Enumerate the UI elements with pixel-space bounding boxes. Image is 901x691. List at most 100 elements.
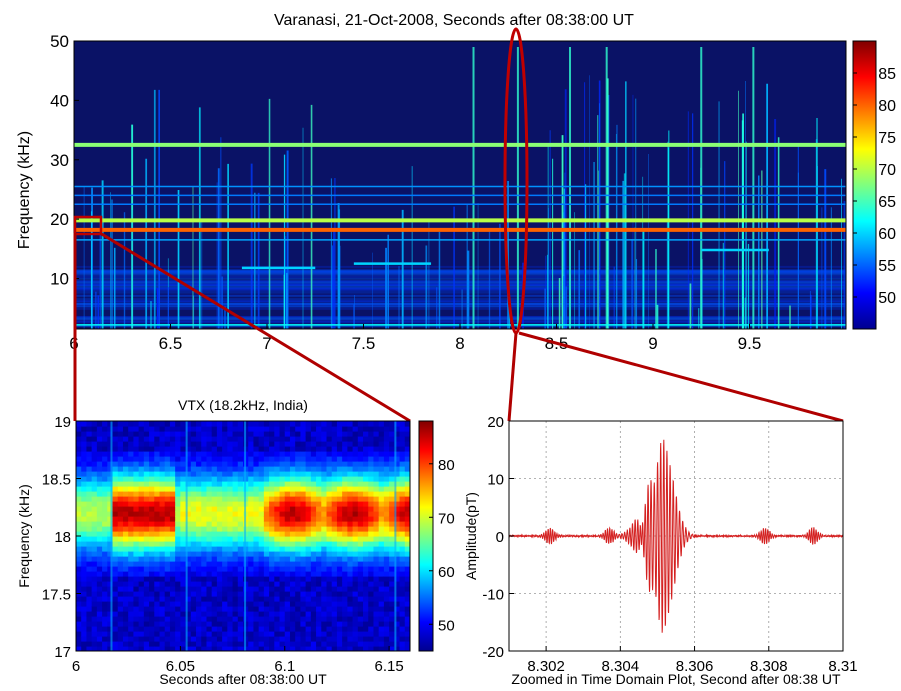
vtx-cell xyxy=(295,596,302,602)
vtx-cell xyxy=(76,546,82,552)
vtx-cell xyxy=(185,626,192,632)
vtx-cell xyxy=(190,616,197,622)
vtx-cell xyxy=(248,531,255,537)
vtx-cell xyxy=(336,526,343,532)
vtx-cell xyxy=(258,516,265,522)
vtx-cell xyxy=(81,466,88,472)
vtx-cell xyxy=(310,471,317,477)
main-title: Varanasi, 21-Oct-2008, Seconds after 08:… xyxy=(274,12,634,29)
vtx-cell xyxy=(117,551,124,557)
vtx-cell xyxy=(305,436,312,442)
vtx-cell xyxy=(76,646,82,651)
vtx-cell xyxy=(76,586,82,592)
vtx-cell xyxy=(279,476,286,482)
vtx-cell xyxy=(357,581,364,587)
vtx-cell xyxy=(117,601,124,607)
vtx-cell xyxy=(96,641,103,647)
vtx-cell xyxy=(175,501,181,507)
vtx-cell xyxy=(399,556,406,562)
vtx-cell xyxy=(227,606,234,612)
vtx-cell xyxy=(289,576,296,582)
vtx-cell xyxy=(336,646,343,651)
vtx-cell xyxy=(269,616,275,622)
noise-band xyxy=(74,290,846,293)
vtx-cell xyxy=(368,426,375,432)
vtx-cell xyxy=(289,511,296,517)
vtx-cell xyxy=(336,551,343,557)
vtx-cell xyxy=(342,431,348,437)
vtx-cell xyxy=(86,571,93,577)
vtx-cell xyxy=(316,436,322,442)
vtx-cell xyxy=(279,616,286,622)
noise-band xyxy=(74,270,846,273)
vtx-cell xyxy=(122,486,129,492)
time-x-tick-label: 8.302 xyxy=(527,658,565,675)
vtx-cell xyxy=(185,461,192,467)
vtx-cell xyxy=(316,461,322,467)
vtx-cell xyxy=(232,436,239,442)
vtx-cell xyxy=(107,591,114,597)
vtx-cell xyxy=(133,451,140,457)
vtx-cell xyxy=(133,481,140,487)
vtx-cell xyxy=(201,466,208,472)
vtx-cell xyxy=(149,481,155,487)
vtx-cell xyxy=(326,616,333,622)
vtx-cell xyxy=(295,441,302,447)
vtx-cell xyxy=(91,486,98,492)
vtx-cell xyxy=(112,576,119,582)
vtx-cell xyxy=(117,591,124,597)
vtx-cell xyxy=(331,571,338,577)
vtx-cell xyxy=(102,611,108,617)
vtx-cell xyxy=(253,571,260,577)
vtx-cell xyxy=(237,511,244,517)
vtx-cell xyxy=(269,591,275,597)
vtx-cell xyxy=(284,586,291,592)
vtx-cell xyxy=(363,486,369,492)
vtx-cell xyxy=(347,456,354,462)
vtx-cell xyxy=(279,576,286,582)
vtx-cell xyxy=(394,591,401,597)
vtx-cell xyxy=(310,591,317,597)
vtx-cell xyxy=(394,541,401,547)
vtx-cell xyxy=(248,581,255,587)
vtx-cell xyxy=(232,491,239,497)
vtx-cell xyxy=(310,576,317,582)
vtx-cell xyxy=(399,646,406,651)
vtx-cell xyxy=(190,591,197,597)
vtx-cell xyxy=(321,441,328,447)
vtx-cell xyxy=(331,446,338,452)
vtx-cell xyxy=(96,491,103,497)
vtx-cell xyxy=(169,566,176,572)
vtx-cell xyxy=(196,621,202,627)
vtx-cell xyxy=(107,601,114,607)
vtx-cell xyxy=(143,611,150,617)
vtx-cell xyxy=(394,476,401,482)
vtx-cell xyxy=(373,461,380,467)
vtx-cell xyxy=(368,556,375,562)
vtx-cell xyxy=(300,556,307,562)
vtx-cell xyxy=(394,466,401,472)
vtx-cell xyxy=(133,621,140,627)
vtx-cell xyxy=(138,631,145,637)
vtx-cell xyxy=(326,441,333,447)
vtx-cell xyxy=(237,606,244,612)
vtx-cell xyxy=(159,481,166,487)
vtx-cell xyxy=(86,471,93,477)
vtx-cell xyxy=(169,641,176,647)
vtx-cell xyxy=(164,446,171,452)
vtx-cell xyxy=(222,621,228,627)
vtx-cell xyxy=(211,466,218,472)
noise-band xyxy=(74,272,846,275)
vtx-cell xyxy=(112,626,119,632)
vtx-cell xyxy=(389,496,395,502)
vtx-cell xyxy=(76,596,82,602)
vtx-cell xyxy=(107,526,114,532)
vtx-cell xyxy=(253,431,260,437)
vtx-cell xyxy=(81,546,88,552)
vtx-cell xyxy=(81,591,88,597)
vtx-cell xyxy=(289,506,296,512)
time-x-tick-label: 8.304 xyxy=(602,658,640,675)
vtx-cell xyxy=(394,446,401,452)
vtx-cell xyxy=(91,576,98,582)
vtx-cell xyxy=(284,546,291,552)
